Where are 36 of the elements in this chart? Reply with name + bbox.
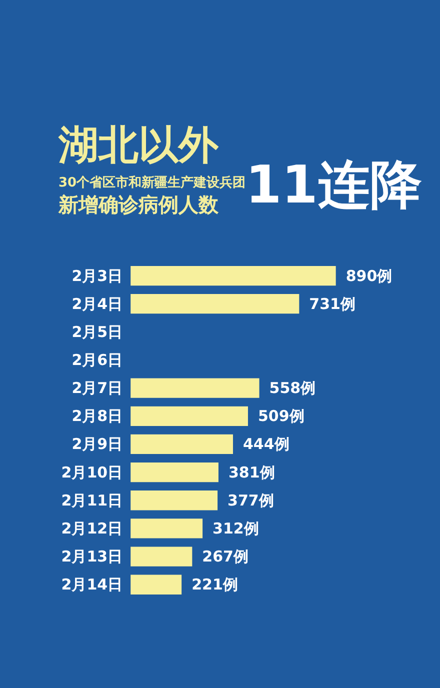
y-tick-label: 2月13日 bbox=[61, 548, 123, 566]
chart-title: 湖北以外 bbox=[58, 122, 220, 168]
data-label: 221例 bbox=[192, 576, 238, 594]
bar bbox=[130, 378, 260, 398]
bar bbox=[130, 462, 218, 482]
y-tick-label: 2月10日 bbox=[61, 463, 123, 482]
y-tick-label: 2月3日 bbox=[72, 266, 123, 285]
y-tick-label: 2月7日 bbox=[72, 379, 123, 398]
y-tick-label: 2月5日 bbox=[72, 322, 123, 341]
bar bbox=[130, 406, 248, 426]
bar bbox=[130, 574, 182, 594]
bar bbox=[130, 490, 218, 510]
data-label: 558例 bbox=[269, 379, 316, 398]
bar bbox=[130, 518, 203, 538]
y-tick-label: 2月11日 bbox=[61, 491, 123, 510]
y-tick-label: 2月6日 bbox=[72, 351, 123, 369]
text: 11连降 bbox=[246, 156, 422, 216]
data-label: 267例 bbox=[202, 548, 248, 566]
y-tick-label: 2月12日 bbox=[61, 519, 123, 538]
y-tick-label: 2月9日 bbox=[72, 435, 123, 454]
data-label: 381例 bbox=[228, 463, 275, 482]
data-label: 509例 bbox=[258, 407, 304, 426]
chart-subtitle: 30个省区市和新疆生产建设兵团 bbox=[58, 174, 246, 190]
y-tick-label: 2月8日 bbox=[72, 407, 123, 426]
data-label: 312例 bbox=[212, 519, 259, 538]
bar bbox=[130, 266, 336, 286]
data-label: 731例 bbox=[309, 294, 356, 313]
text: 新增确诊病例人数 bbox=[58, 192, 220, 216]
y-tick-label: 2月14日 bbox=[61, 576, 123, 594]
data-label: 890例 bbox=[346, 266, 392, 285]
bar bbox=[130, 434, 233, 454]
data-label: 377例 bbox=[228, 491, 274, 510]
y-tick-label: 2月4日 bbox=[72, 294, 123, 313]
data-label: 444例 bbox=[242, 435, 290, 454]
bar bbox=[130, 294, 300, 314]
bar bbox=[130, 546, 192, 566]
